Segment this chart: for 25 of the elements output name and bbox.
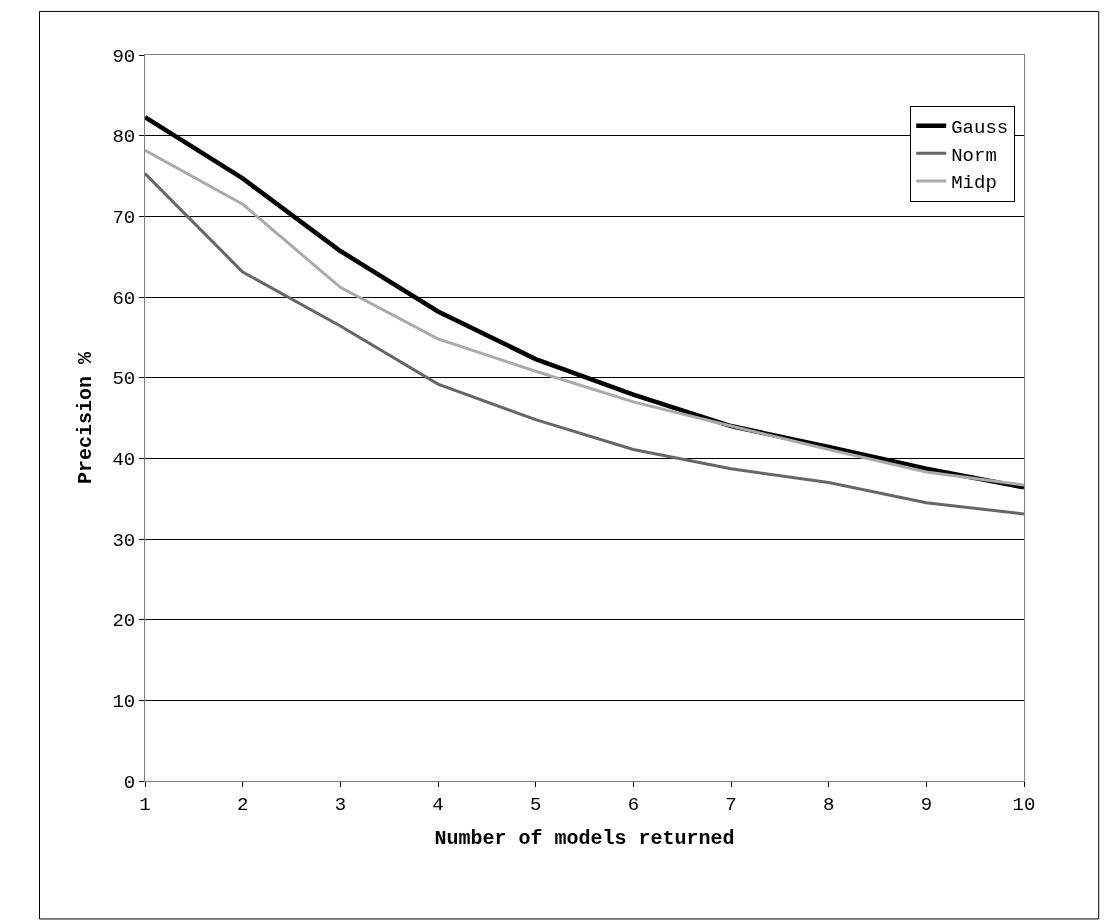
y-tick-label: 90 bbox=[112, 45, 136, 68]
x-tick-label: 8 bbox=[822, 793, 835, 816]
y-tick-label: 0 bbox=[123, 771, 136, 794]
x-axis-title: Number of models returned bbox=[434, 827, 735, 851]
legend-label: Norm bbox=[951, 144, 997, 167]
x-tick-label: 1 bbox=[139, 793, 151, 816]
y-tick-label: 40 bbox=[112, 448, 136, 471]
y-tick-label: 50 bbox=[112, 368, 136, 391]
x-tick-label: 6 bbox=[627, 793, 640, 816]
y-axis-title: Precision % bbox=[73, 351, 97, 485]
legend-label: Midp bbox=[951, 172, 997, 195]
y-tick-label: 60 bbox=[112, 287, 136, 310]
y-tick-label: 10 bbox=[112, 690, 136, 713]
y-tick-label: 30 bbox=[112, 529, 136, 552]
legend-label: Gauss bbox=[951, 117, 1009, 140]
y-tick-label: 70 bbox=[112, 206, 136, 229]
x-tick-label: 10 bbox=[1012, 793, 1036, 816]
x-tick-label: 2 bbox=[236, 793, 249, 816]
x-tick-label: 4 bbox=[432, 793, 444, 816]
x-tick-label: 5 bbox=[529, 793, 542, 816]
y-tick-label: 80 bbox=[112, 126, 136, 149]
y-tick-label: 20 bbox=[112, 610, 136, 633]
x-tick-label: 9 bbox=[920, 793, 933, 816]
x-tick-label: 7 bbox=[725, 793, 737, 816]
x-tick-label: 3 bbox=[334, 793, 347, 816]
